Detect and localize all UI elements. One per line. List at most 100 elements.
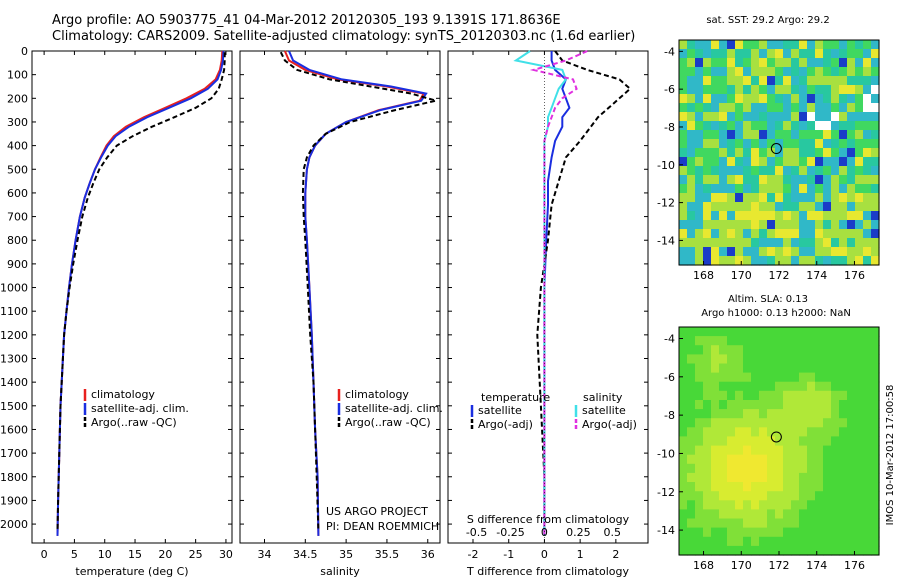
- map-cell: [743, 49, 752, 59]
- map-cell: [695, 354, 704, 365]
- map-cell: [863, 157, 872, 167]
- sst-map: sat. SST: 29.2 Argo: 29.2 168 170 172 174 176…: [657, 15, 880, 282]
- map-cell: [679, 220, 688, 230]
- map-cell: [823, 139, 832, 149]
- map-cell: [703, 545, 712, 556]
- map-cell: [783, 527, 792, 538]
- map-cell: [719, 500, 728, 510]
- map-cell: [767, 157, 776, 167]
- x-axis-label: temperature (deg C): [75, 565, 188, 578]
- map-cell: [695, 390, 704, 401]
- map-cell: [679, 202, 688, 212]
- map-cell: [871, 94, 880, 104]
- map-cell: [703, 157, 712, 167]
- map-cell: [703, 49, 712, 59]
- map-cell: [687, 454, 696, 465]
- map-cell: [871, 121, 880, 131]
- map-cell: [679, 390, 688, 401]
- map-cell: [863, 545, 872, 556]
- map-cell: [759, 463, 768, 474]
- map-cell: [871, 463, 880, 474]
- map-cell: [823, 112, 832, 122]
- map-cell: [815, 238, 824, 248]
- map-cell: [791, 130, 800, 140]
- map-cell: [831, 409, 840, 419]
- map-cell: [679, 166, 688, 176]
- map-cell: [775, 58, 784, 68]
- map-cell: [791, 536, 800, 547]
- map-cell: [679, 354, 688, 365]
- legend-label: Argo(..raw -QC): [345, 416, 431, 429]
- map-cell: [783, 390, 792, 401]
- map-cell: [815, 247, 824, 257]
- map-cell: [823, 247, 832, 257]
- map-cell: [815, 157, 824, 167]
- legend-header-salinity: salinity: [583, 391, 623, 404]
- map-cell: [871, 445, 880, 456]
- map-cell: [799, 211, 808, 221]
- map-cell: [695, 247, 704, 257]
- map-cell: [719, 85, 728, 95]
- map-cell: [687, 500, 696, 510]
- map-cell: [711, 229, 720, 239]
- map-cell: [687, 256, 696, 266]
- salinity-chart: 34 34.5 35 35.5 36 salinity climatologysatelli…: [239, 50, 443, 578]
- map-cell: [783, 139, 792, 149]
- map-cell: [679, 148, 688, 158]
- map-cell: [823, 527, 832, 538]
- map-cell: [735, 211, 744, 221]
- map-cell: [735, 166, 744, 176]
- map-cell: [863, 354, 872, 365]
- map-cell: [735, 427, 744, 437]
- map-cell: [799, 220, 808, 230]
- map-cell: [751, 327, 760, 337]
- map-cell: [799, 527, 808, 538]
- map-cell: [831, 363, 840, 374]
- map-cell: [727, 220, 736, 230]
- map-cell: [687, 148, 696, 158]
- map-cell: [823, 76, 832, 86]
- map-cell: [727, 157, 736, 167]
- map-cell: [799, 445, 808, 456]
- map-cell: [703, 436, 712, 447]
- map-cell: [831, 40, 840, 50]
- map-cell: [831, 184, 840, 194]
- map-cell: [783, 166, 792, 176]
- map-cell: [799, 238, 808, 248]
- sst-map-title: sat. SST: 29.2 Argo: 29.2: [706, 15, 829, 26]
- map-cell: [735, 336, 744, 346]
- map-cell: [871, 112, 880, 122]
- map-cell: [783, 193, 792, 203]
- map-cell: [759, 76, 768, 86]
- y-tick-label: 300: [7, 116, 28, 129]
- map-cell: [839, 139, 848, 149]
- map-cell: [783, 418, 792, 428]
- map-cell: [799, 94, 808, 104]
- map-cell: [839, 184, 848, 194]
- y-tick-label: 1100: [0, 305, 28, 318]
- map-cell: [871, 58, 880, 68]
- map-cell: [783, 545, 792, 556]
- map-cell: [847, 58, 856, 68]
- map-cell: [703, 202, 712, 212]
- map-cell: [711, 354, 720, 365]
- map-cell: [719, 363, 728, 374]
- map-cell: [839, 220, 848, 230]
- map-cell: [767, 418, 776, 428]
- map-cell: [839, 418, 848, 428]
- map-cell: [807, 409, 816, 419]
- map-cell: [743, 363, 752, 374]
- map-cell: [863, 482, 872, 492]
- y-tick-label: -14: [657, 234, 675, 247]
- map-cell: [695, 536, 704, 547]
- map-cell: [727, 112, 736, 122]
- map-cell: [831, 139, 840, 149]
- map-cell: [871, 211, 880, 221]
- map-cell: [847, 345, 856, 355]
- map-cell: [871, 527, 880, 538]
- map-cell: [735, 58, 744, 68]
- map-cell: [703, 76, 712, 86]
- map-cell: [775, 327, 784, 337]
- map-cell: [807, 336, 816, 346]
- map-cell: [815, 139, 824, 149]
